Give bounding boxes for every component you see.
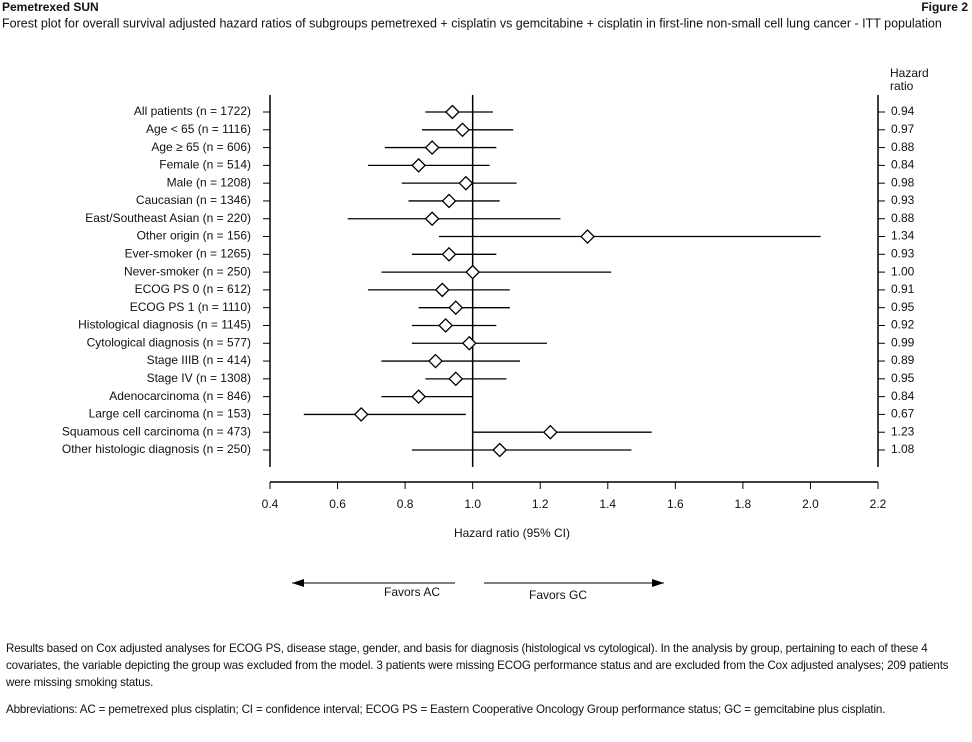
category-label: Other histologic diagnosis (n = 250)	[62, 442, 251, 456]
category-label: Stage IIIB (n = 414)	[147, 353, 251, 367]
value-label: 1.34	[891, 229, 915, 243]
category-label: Adenocarcinoma (n = 846)	[109, 389, 251, 403]
hazard-ratio-marker	[492, 442, 508, 458]
x-axis-label: Hazard ratio (95% CI)	[454, 526, 570, 540]
hazard-ratio-marker	[411, 389, 427, 405]
x-tick-label: 0.4	[262, 497, 279, 511]
value-label: 0.99	[891, 335, 915, 349]
category-label: Male (n = 1208)	[167, 175, 251, 189]
footnote: Results based on Cox adjusted analyses f…	[6, 642, 949, 689]
value-column-title: Hazard ratio	[890, 66, 929, 93]
hazard-ratio-marker	[458, 175, 474, 191]
hazard-ratio-marker	[441, 193, 457, 209]
hazard-ratio-marker	[465, 264, 481, 280]
x-tick-label: 1.8	[735, 497, 752, 511]
value-label: 0.93	[891, 246, 915, 260]
value-label: 0.95	[891, 300, 915, 314]
arrow-head	[292, 579, 304, 587]
hazard-ratio-marker	[542, 424, 558, 440]
category-label: Ever-smoker (n = 1265)	[125, 246, 251, 260]
value-label: 0.84	[891, 158, 915, 172]
x-tick-label: 0.8	[397, 497, 414, 511]
hazard-ratio-marker	[438, 318, 454, 333]
hazard-ratio-marker	[434, 282, 450, 298]
category-label: Age ≥ 65 (n = 606)	[151, 140, 251, 154]
hazard-ratio-marker	[580, 229, 595, 244]
category-label: Stage IV (n = 1308)	[147, 371, 251, 385]
category-label: Age < 65 (n = 1116)	[146, 122, 251, 136]
hazard-ratio-marker	[448, 300, 464, 316]
hazard-ratio-marker	[411, 157, 427, 173]
value-label: 0.88	[891, 211, 915, 225]
value-label: 0.95	[891, 371, 915, 385]
value-label: 0.91	[891, 282, 915, 296]
hazard-ratio-marker	[428, 353, 443, 369]
hazard-ratio-marker	[441, 246, 457, 262]
header-title: Pemetrexed SUN	[2, 0, 99, 14]
category-label: East/Southeast Asian (n = 220)	[85, 211, 251, 225]
value-label: 1.08	[891, 442, 915, 456]
hazard-ratio-marker	[424, 140, 440, 155]
footnote: Abbreviations: AC = pemetrexed plus cisp…	[6, 703, 886, 716]
x-tick-label: 2.0	[802, 497, 819, 511]
category-label: Squamous cell carcinoma (n = 473)	[62, 424, 251, 438]
category-label: Cytological diagnosis (n = 577)	[87, 335, 251, 349]
arrow-head	[652, 579, 664, 587]
category-label: ECOG PS 1 (n = 1110)	[130, 300, 251, 314]
annotation: Favors AC	[384, 585, 440, 599]
value-label: 0.97	[891, 122, 915, 136]
value-label: 1.00	[891, 264, 915, 278]
hazard-ratio-marker	[353, 407, 369, 422]
hazard-ratio-marker	[444, 104, 460, 120]
x-tick-label: 2.2	[870, 497, 887, 511]
value-label: 0.89	[891, 353, 915, 367]
category-label: Female (n = 514)	[159, 158, 251, 172]
x-tick-label: 1.4	[599, 497, 616, 511]
category-label: ECOG PS 0 (n = 612)	[135, 282, 251, 296]
hazard-ratio-marker	[424, 211, 440, 227]
category-label: Large cell carcinoma (n = 153)	[89, 407, 251, 421]
value-label: 0.98	[891, 175, 915, 189]
value-label: 0.94	[891, 104, 915, 118]
value-label: 0.92	[891, 318, 915, 332]
value-label: 0.67	[891, 407, 915, 421]
x-tick-label: 1.2	[532, 497, 549, 511]
category-label: Never-smoker (n = 250)	[124, 264, 251, 278]
value-label: 0.88	[891, 140, 915, 154]
x-tick-label: 0.6	[329, 497, 346, 511]
value-label: 1.23	[891, 424, 915, 438]
value-label: 0.93	[891, 193, 915, 207]
hazard-ratio-marker	[461, 335, 477, 351]
x-tick-label: 1.0	[464, 497, 481, 511]
category-label: Caucasian (n = 1346)	[136, 193, 251, 207]
hazard-ratio-marker	[455, 122, 470, 138]
annotation: Favors GC	[529, 588, 587, 602]
value-label: 0.84	[891, 389, 915, 403]
figure-label: Figure 2	[921, 0, 968, 14]
subtitle: Forest plot for overall survival adjuste…	[2, 16, 942, 30]
category-label: All patients (n = 1722)	[134, 104, 251, 118]
category-label: Histological diagnosis (n = 1145)	[78, 318, 251, 332]
category-label: Other origin (n = 156)	[137, 229, 251, 243]
hazard-ratio-marker	[448, 371, 464, 387]
x-tick-label: 1.6	[667, 497, 684, 511]
